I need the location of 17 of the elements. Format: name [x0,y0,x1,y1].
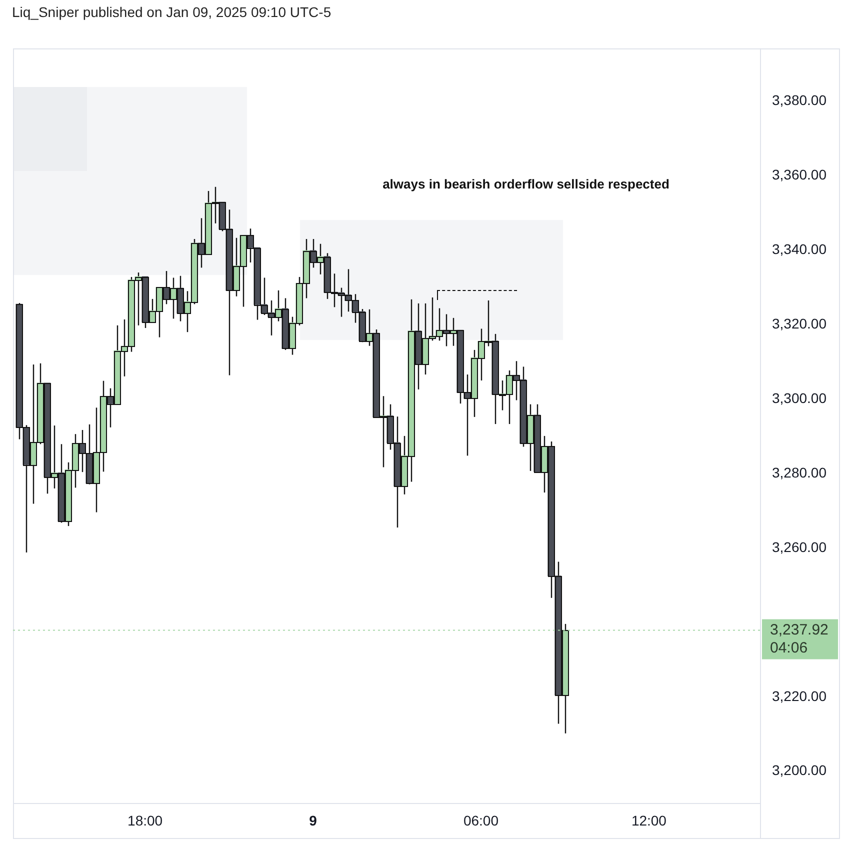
y-tick-label: 3,340.00 [772,241,827,258]
y-tick-label: 3,380.00 [772,92,827,108]
y-tick-label: 3,300.00 [772,390,827,406]
y-tick-label: 3,200.00 [772,762,827,778]
text: 04:06 [770,639,808,656]
annotation: always in bearish orderflow sellside respected [382,176,670,192]
y-tick-label: 3,320.00 [772,315,827,332]
y-tick-label: 3,280.00 [772,464,827,480]
x-tick-label: 12:00 [631,812,667,828]
y-tick-label: 3,220.00 [772,688,827,704]
ref-line-label: 3,237.92 [770,621,828,638]
chart-title: Liq_Sniper published on Jan 09, 2025 09:10 UTC-5 [12,4,332,20]
y-tick-label: 3,260.00 [772,538,827,555]
x-tick-label: 9 [309,812,318,828]
x-tick-label: 06:00 [463,812,499,828]
y-tick-label: 3,360.00 [772,166,827,183]
x-tick-label: 18:00 [128,812,163,828]
